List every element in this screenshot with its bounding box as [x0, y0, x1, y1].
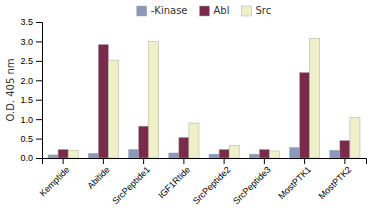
y-tick-mark: [36, 119, 42, 120]
legend-label: Src: [256, 5, 272, 16]
chart: 0.00.51.01.52.02.53.03.5KemptideAbitideS…: [0, 0, 374, 214]
y-tick: 1.0: [20, 115, 42, 125]
y-tick-mark: [36, 22, 42, 23]
x-tick: MostPTK1: [276, 158, 313, 201]
x-tick: SrcPeptide1: [110, 158, 152, 206]
x-tick-mark: [264, 158, 265, 164]
bar-series: [68, 38, 360, 158]
bar: [340, 141, 350, 158]
x-tick: IGF1Rtide: [156, 158, 192, 201]
x-tick-mark: [224, 158, 225, 164]
bar: [259, 149, 269, 158]
bar: [300, 73, 310, 158]
y-tick-mark: [36, 139, 42, 140]
x-tick-label: Abitide: [85, 164, 112, 191]
x-tick-label: IGF1Rtide: [156, 164, 192, 200]
x-tick-mark: [63, 158, 64, 164]
x-tick-label: SrcPeptide1: [110, 164, 152, 206]
bars: [48, 38, 360, 158]
x-tick: Abitide: [85, 158, 112, 191]
y-tick-label: 1.5: [20, 95, 33, 105]
y-tick-mark: [36, 41, 42, 42]
y-tick-mark: [36, 100, 42, 101]
bar: [58, 149, 68, 158]
x-tick-mark: [183, 158, 184, 164]
legend-swatch: [200, 6, 210, 16]
x-tick-label: Kemptide: [38, 164, 72, 198]
legend-label: -Kinase: [151, 5, 188, 16]
bar: [169, 153, 179, 158]
y-tick-label: 1.0: [20, 115, 33, 125]
y-axis-line: [36, 23, 43, 159]
bar: [229, 146, 239, 158]
legend-swatch: [242, 6, 252, 16]
x-axis: KemptideAbitideSrcPeptide1IGF1RtideSrcPe…: [38, 158, 367, 206]
y-tick: 3.5: [20, 17, 42, 27]
bar: [179, 137, 189, 158]
legend-label: Abl: [214, 5, 230, 16]
x-tick: Kemptide: [38, 158, 72, 198]
y-tick: 2.0: [20, 76, 42, 86]
x-tick-mark: [304, 158, 305, 164]
x-tick-label: MostPTK2: [317, 164, 354, 201]
y-tick: 3.0: [20, 37, 42, 47]
y-tick-label: 3.0: [20, 37, 33, 47]
bar: [219, 149, 229, 158]
bar: [350, 117, 360, 158]
bar-series: [58, 45, 350, 158]
bar: [48, 155, 58, 158]
y-tick-label: 0.5: [20, 134, 33, 144]
y-tick: 0.5: [20, 134, 42, 144]
bar: [330, 150, 340, 158]
legend-swatch: [137, 6, 147, 16]
x-tick: MostPTK2: [317, 158, 354, 201]
x-tick-mark: [143, 158, 144, 164]
bar: [88, 153, 98, 158]
y-tick: 1.5: [20, 95, 42, 105]
y-tick-mark: [36, 61, 42, 62]
y-tick-label: 0.0: [20, 153, 33, 163]
bar: [98, 45, 108, 158]
bar: [209, 154, 219, 158]
y-axis: 0.0 0.5 1.0 1.5 2.0 2.5 3.0 3.5: [20, 17, 42, 163]
bar: [108, 60, 118, 158]
plot: 0.00.51.01.52.02.53.03.5KemptideAbitideS…: [20, 17, 366, 206]
bar: [149, 41, 159, 158]
legend-item: Abl: [200, 5, 230, 16]
x-tick-label: MostPTK1: [276, 164, 313, 201]
y-axis-title: O.D. 405 nm: [5, 58, 16, 121]
y-tick: 2.5: [20, 56, 42, 66]
bar: [310, 38, 320, 158]
y-tick: 0.0: [20, 153, 42, 163]
bar: [68, 150, 78, 158]
legend-item: Src: [242, 5, 272, 16]
legend: -Kinase Abl Src: [137, 5, 272, 16]
bar: [189, 123, 199, 158]
bar: [290, 148, 300, 158]
x-tick-mark: [344, 158, 345, 164]
y-tick-label: 2.0: [20, 76, 33, 86]
y-tick-mark: [36, 80, 42, 81]
x-tick-label: SrcPeptide2: [191, 164, 233, 206]
x-tick-label: SrcPeptide3: [231, 164, 273, 206]
legend-item: -Kinase: [137, 5, 188, 16]
y-tick-label: 2.5: [20, 56, 33, 66]
x-tick-mark: [103, 158, 104, 164]
x-tick: SrcPeptide3: [231, 158, 273, 206]
x-axis-line: [43, 159, 367, 165]
x-tick: SrcPeptide2: [191, 158, 233, 206]
bar: [129, 149, 139, 158]
y-tick-label: 3.5: [20, 17, 33, 27]
bar: [269, 151, 279, 158]
bar: [139, 126, 149, 158]
y-tick-mark: [36, 158, 42, 159]
bar: [249, 154, 259, 158]
